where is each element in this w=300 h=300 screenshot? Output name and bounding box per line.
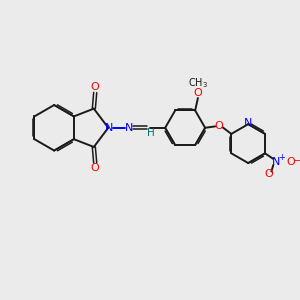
Text: O: O	[265, 169, 274, 179]
Text: H: H	[147, 128, 155, 138]
Text: O: O	[286, 157, 295, 167]
Text: −: −	[292, 156, 300, 166]
Text: O: O	[194, 88, 202, 98]
Text: N: N	[244, 118, 252, 128]
Text: CH$_3$: CH$_3$	[188, 77, 208, 91]
Text: N: N	[125, 123, 133, 133]
Text: O: O	[91, 163, 100, 173]
Text: N: N	[272, 157, 280, 167]
Text: O: O	[214, 122, 224, 131]
Text: N: N	[105, 123, 114, 133]
Text: O: O	[91, 82, 100, 92]
Text: +: +	[278, 153, 284, 162]
